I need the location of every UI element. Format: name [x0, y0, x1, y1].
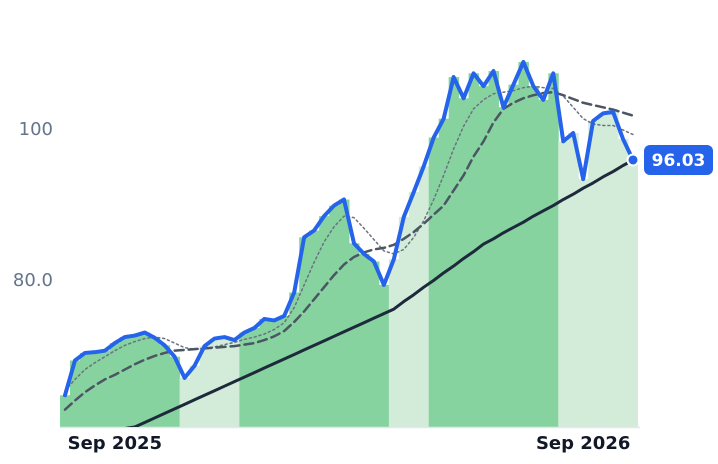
area-bar	[89, 352, 101, 427]
area-bar	[179, 377, 191, 427]
area-bar	[388, 259, 400, 427]
area-bar	[448, 77, 460, 427]
area-bar	[249, 327, 260, 427]
area-bar	[618, 139, 629, 427]
y-tick-label: 100	[19, 119, 53, 140]
area-bar	[598, 113, 609, 427]
area-bar	[349, 243, 360, 427]
y-tick-label: 80.0	[13, 270, 53, 291]
area-bar	[119, 337, 131, 427]
area-bar	[129, 335, 141, 427]
area-bar	[358, 253, 370, 427]
area-bars	[60, 61, 638, 427]
area-bar	[60, 395, 71, 427]
area-bar	[628, 159, 638, 427]
area-bar	[79, 352, 91, 427]
area-bar	[189, 365, 201, 427]
area-bar	[229, 340, 240, 427]
area-bar	[159, 345, 171, 427]
area-bar	[199, 346, 210, 427]
area-bar	[488, 71, 499, 427]
area-bar	[578, 179, 589, 427]
x-tick-label: Sep 2025	[68, 433, 162, 454]
area-bar	[99, 350, 111, 427]
area-bar	[428, 137, 440, 427]
end-label: 96.03	[652, 151, 706, 171]
area-bar	[508, 84, 519, 427]
area-bar	[368, 261, 380, 427]
area-bar	[568, 133, 579, 427]
area-bar	[498, 107, 509, 427]
area-bar	[528, 86, 539, 427]
area-bar	[309, 230, 320, 427]
area-bar	[209, 338, 220, 427]
area-bar	[608, 111, 619, 427]
area-bar	[418, 166, 430, 427]
area-bar	[219, 337, 230, 427]
area-bar	[398, 216, 410, 427]
lines	[63, 59, 635, 427]
area-bar	[588, 120, 599, 427]
area-bar	[259, 318, 270, 427]
x-tick-label: Sep 2026	[536, 433, 630, 454]
area-bar	[109, 343, 121, 427]
area-bar	[279, 315, 290, 427]
end-dot	[626, 153, 640, 167]
series-line	[63, 59, 635, 398]
area-bar	[169, 356, 181, 427]
area-bar	[289, 292, 300, 427]
area-bar	[239, 332, 250, 427]
area-bar	[518, 61, 529, 427]
area-bar	[69, 360, 81, 427]
area-bar	[329, 205, 340, 427]
area-bar	[299, 237, 310, 427]
area-bar	[558, 141, 569, 427]
series-line	[124, 158, 635, 427]
area-bar	[319, 216, 330, 427]
area-bar	[378, 284, 390, 427]
end-label-box	[644, 144, 713, 175]
area-bar	[478, 86, 490, 427]
area-bar	[458, 98, 470, 427]
area-bar	[149, 337, 161, 427]
labels: 80.0 100 Sep 2025 Sep 2026 96.03	[13, 119, 713, 454]
area-bar	[408, 191, 420, 427]
area-bar	[269, 320, 280, 427]
area-bar	[139, 332, 151, 427]
area-bar	[548, 73, 559, 427]
area-bar	[538, 99, 549, 427]
area-bar	[339, 199, 350, 427]
